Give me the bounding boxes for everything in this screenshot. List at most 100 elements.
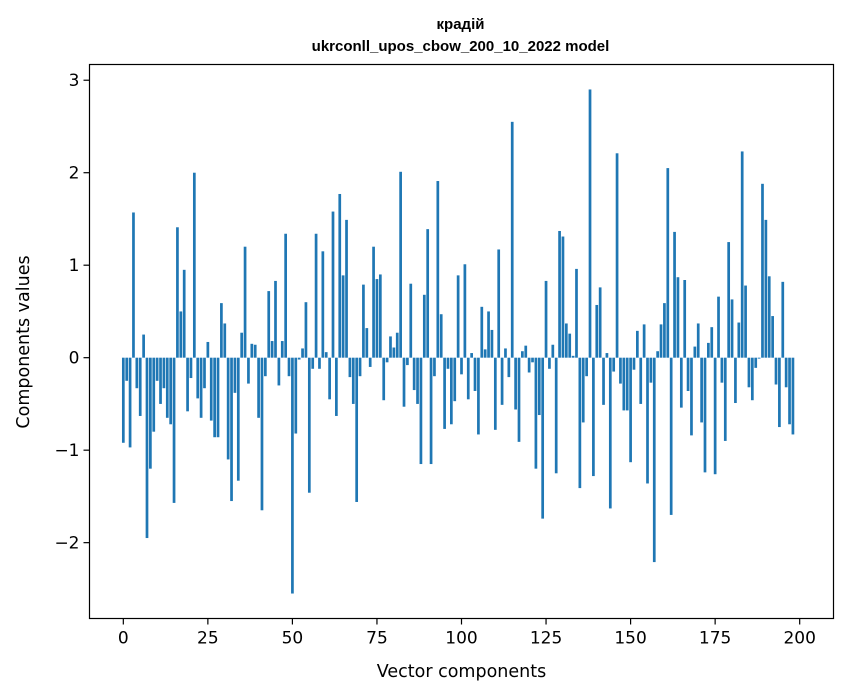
- bar-18: [182, 269, 186, 358]
- bar-124: [541, 357, 545, 519]
- bar-25: [206, 341, 210, 358]
- bar-19: [186, 357, 189, 412]
- bar-97: [450, 357, 453, 425]
- bar-40: [257, 357, 260, 418]
- y-tick-label-0: 0: [69, 349, 80, 369]
- bar-56: [311, 357, 315, 369]
- bar-20: [189, 357, 193, 379]
- bar-92: [433, 357, 436, 377]
- bar-21: [192, 172, 196, 358]
- bar-106: [480, 306, 484, 358]
- bar-180: [730, 299, 734, 358]
- x-axis-ticks: 0 25 50 75 100 125 150 175 200: [118, 618, 816, 649]
- y-tick-label--2: −2: [54, 534, 79, 554]
- bar-37: [247, 357, 250, 384]
- x-tick-label-200: 200: [783, 629, 815, 649]
- bar-137: [585, 357, 588, 377]
- bar-89: [422, 294, 426, 358]
- bar-198: [791, 357, 795, 435]
- bar-72: [365, 328, 369, 358]
- bar-159: [659, 324, 663, 358]
- bar-48: [284, 233, 287, 358]
- bar-148: [622, 357, 626, 411]
- bar-82: [399, 171, 402, 358]
- y-axis-label: Components values: [14, 255, 34, 428]
- bar-147: [619, 357, 622, 384]
- bar-110: [493, 357, 497, 430]
- bar-91: [429, 357, 433, 465]
- bar-196: [784, 357, 788, 388]
- bar-24: [203, 357, 206, 389]
- bar-130: [561, 236, 565, 358]
- x-tick-label-25: 25: [197, 629, 219, 649]
- bar-5: [138, 357, 142, 416]
- bar-38: [250, 343, 254, 358]
- bar-108: [487, 311, 490, 358]
- bar-161: [666, 168, 670, 358]
- x-axis-label: Vector components: [377, 662, 546, 682]
- bar-30: [223, 323, 227, 358]
- bar-184: [744, 285, 747, 358]
- bar-154: [642, 324, 646, 358]
- bar-177: [720, 357, 724, 383]
- bar-133: [571, 355, 575, 358]
- bar-2: [128, 357, 132, 448]
- bar-164: [676, 277, 680, 358]
- bar-101: [463, 264, 467, 358]
- bar-104: [473, 357, 477, 391]
- bar-179: [727, 242, 731, 358]
- bar-6: [142, 334, 145, 358]
- bar-83: [402, 357, 406, 407]
- bar-186: [750, 357, 754, 401]
- bar-52: [297, 357, 301, 360]
- bar-115: [510, 121, 514, 358]
- y-tick-label-3: 3: [69, 71, 80, 91]
- bar-120: [527, 357, 531, 373]
- bar-73: [368, 357, 372, 367]
- bar-46: [277, 357, 281, 386]
- bar-190: [764, 219, 768, 358]
- bar-181: [734, 357, 737, 404]
- bar-10: [155, 357, 159, 381]
- x-tick-label-75: 75: [366, 629, 388, 649]
- bar-8: [149, 357, 152, 469]
- bar-158: [656, 351, 659, 358]
- bar-22: [196, 357, 200, 399]
- bar-71: [362, 284, 365, 358]
- bar-96: [446, 357, 450, 369]
- x-tick-label-50: 50: [282, 629, 304, 649]
- bar-27: [213, 357, 216, 438]
- bar-99: [456, 275, 460, 358]
- bar-90: [426, 229, 430, 358]
- bar-152: [636, 330, 639, 358]
- y-axis-ticks: −2 −1 0 1 2 3: [54, 71, 90, 554]
- bar-182: [737, 322, 741, 358]
- bar-29: [220, 303, 223, 358]
- bar-12: [162, 357, 166, 389]
- bar-160: [663, 303, 666, 358]
- bar-193: [774, 357, 778, 385]
- bar-119: [524, 345, 528, 358]
- bar-126: [548, 357, 551, 369]
- bar-81: [395, 332, 399, 358]
- bar-95: [443, 357, 446, 429]
- bar-33: [233, 357, 237, 393]
- bar-44: [270, 341, 274, 358]
- bar-109: [490, 329, 494, 358]
- bar-191: [767, 276, 771, 358]
- bar-84: [406, 357, 409, 366]
- bar-121: [531, 357, 534, 363]
- bar-60: [324, 352, 328, 358]
- bar-107: [483, 349, 487, 358]
- bar-53: [301, 348, 304, 358]
- bar-86: [412, 357, 416, 391]
- bar-65: [341, 275, 345, 358]
- bar-116: [514, 357, 517, 410]
- bar-0: [121, 357, 125, 443]
- bar-192: [771, 316, 774, 358]
- bar-75: [375, 279, 379, 358]
- bar-178: [723, 357, 727, 441]
- bar-62: [331, 211, 335, 358]
